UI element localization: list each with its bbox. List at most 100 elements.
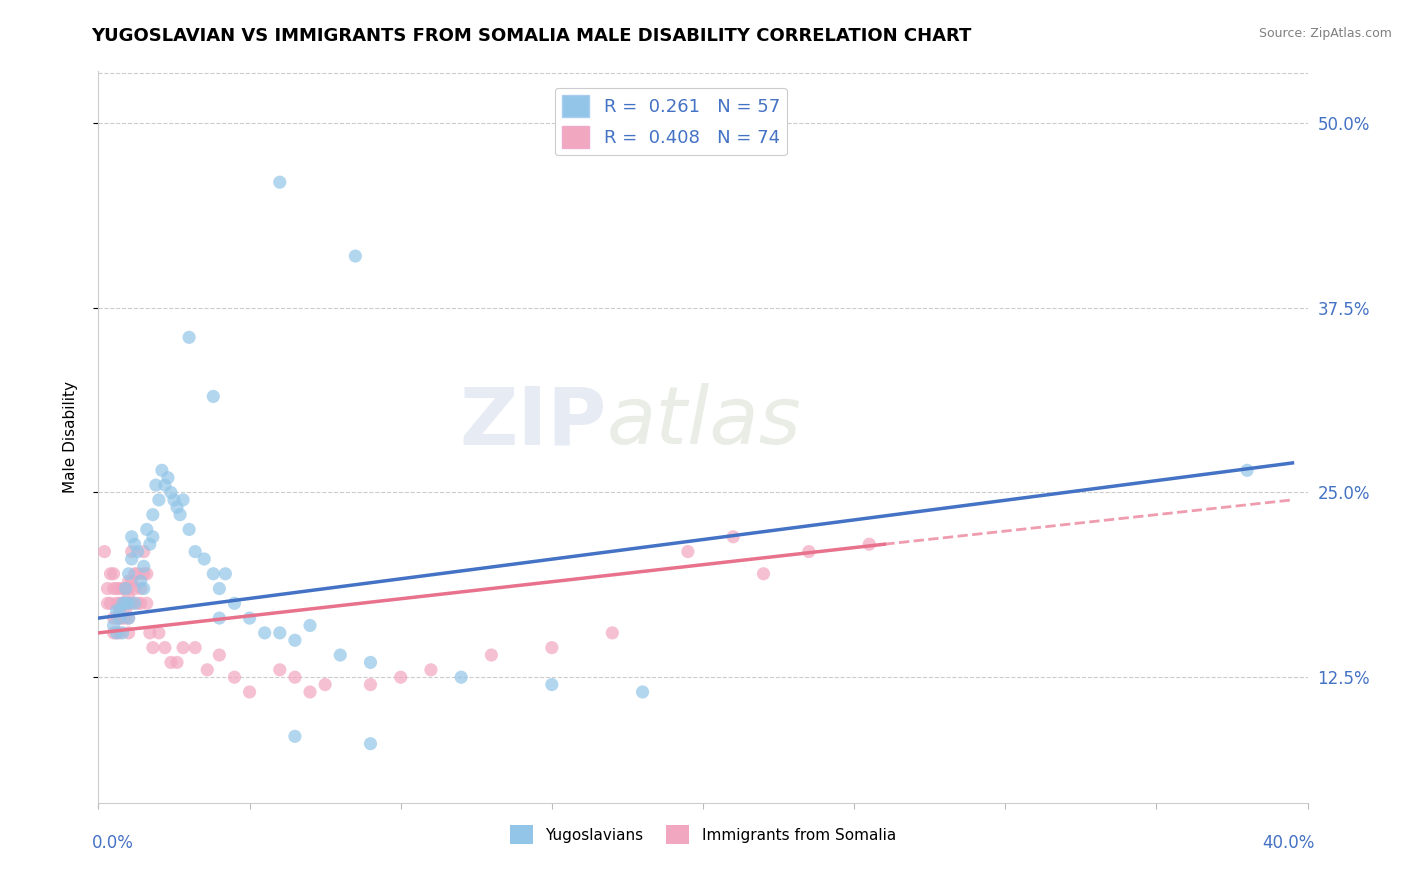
Point [118,625,141,640]
Text: Source: ZipAtlas.com: Source: ZipAtlas.com [1258,27,1392,40]
Text: YUGOSLAVIAN VS IMMIGRANTS FROM SOMALIA MALE DISABILITY CORRELATION CHART: YUGOSLAVIAN VS IMMIGRANTS FROM SOMALIA M… [91,27,972,45]
Point [160,485,183,500]
Point [314,677,336,691]
Point [172,640,194,655]
Point [121,574,143,589]
Point [118,566,141,581]
Point [108,582,131,596]
Point [224,670,246,684]
Point [105,582,128,596]
Point [156,471,179,485]
Point [1236,463,1258,477]
Point [108,611,131,625]
Point [118,574,141,589]
Point [96,582,118,596]
Point [103,618,125,632]
Point [142,508,165,522]
Point [118,596,141,610]
Y-axis label: Male Disability: Male Disability [63,381,77,493]
Point [224,596,246,610]
Point [103,566,125,581]
Point [132,559,155,574]
Point [797,544,820,558]
Point [148,625,170,640]
Point [135,596,157,610]
Point [118,596,141,610]
Point [150,463,173,477]
Point [135,523,157,537]
Point [129,574,152,589]
Point [132,544,155,558]
Point [858,537,880,551]
Point [179,330,201,344]
Point [111,596,134,610]
Point [129,582,152,596]
Point [111,596,134,610]
Point [169,508,191,522]
Point [195,663,218,677]
Point [108,625,131,640]
Point [163,492,186,507]
Point [239,685,262,699]
Point [329,648,352,662]
Point [172,492,194,507]
Point [118,582,141,596]
Point [153,478,176,492]
Point [299,685,322,699]
Point [103,611,125,625]
Point [160,656,183,670]
Point [202,389,225,403]
Text: 40.0%: 40.0% [1263,834,1315,852]
Point [103,625,125,640]
Point [284,633,307,648]
Point [344,249,367,263]
Point [179,523,201,537]
Point [111,596,134,610]
Point [360,737,382,751]
Point [108,596,131,610]
Point [121,552,143,566]
Point [540,677,562,691]
Point [450,670,472,684]
Point [214,566,236,581]
Point [602,625,624,640]
Point [269,175,291,189]
Point [105,611,128,625]
Point [121,530,143,544]
Point [184,640,207,655]
Point [142,640,165,655]
Point [118,596,141,610]
Text: atlas: atlas [606,384,801,461]
Point [114,611,136,625]
Point [139,625,162,640]
Point [193,552,215,566]
Point [114,582,136,596]
Point [208,648,231,662]
Point [105,604,128,618]
Text: ZIP: ZIP [458,384,606,461]
Point [118,611,141,625]
Point [540,640,562,655]
Point [100,596,122,610]
Point [114,582,136,596]
Point [124,566,146,581]
Point [108,611,131,625]
Point [105,596,128,610]
Legend: Yugoslavians, Immigrants from Somalia: Yugoslavians, Immigrants from Somalia [505,819,901,850]
Point [676,544,699,558]
Point [184,544,207,558]
Point [124,582,146,596]
Point [129,596,152,610]
Point [752,566,775,581]
Point [108,604,131,618]
Point [103,582,125,596]
Point [239,611,262,625]
Point [124,537,146,551]
Point [202,566,225,581]
Point [631,685,654,699]
Point [269,625,291,640]
Point [121,596,143,610]
Point [127,596,149,610]
Point [114,596,136,610]
Point [96,596,118,610]
